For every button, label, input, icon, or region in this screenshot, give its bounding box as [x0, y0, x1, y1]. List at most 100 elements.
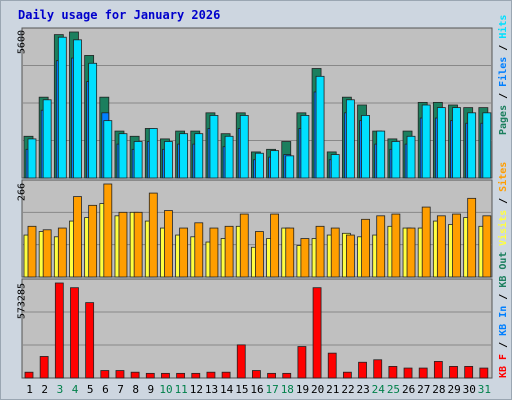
legend-kb-in: KB In	[498, 306, 509, 336]
bar-sites-14	[224, 225, 234, 278]
bar-kbf-31	[479, 367, 489, 379]
x-label-day-28: 28	[432, 383, 445, 396]
bar-sites-29	[452, 213, 461, 278]
legend-separator: /	[498, 288, 509, 306]
x-label-day-8: 8	[132, 383, 139, 396]
x-label-day-10: 10	[159, 383, 172, 396]
bar-hits-27	[421, 104, 431, 179]
bar-hits-12	[194, 133, 204, 179]
legend-kb-f: KB F	[498, 354, 509, 378]
legend-sites-panel: Visits / Sites	[497, 162, 509, 246]
bar-sites-22	[345, 234, 355, 278]
bar-sites-9	[148, 192, 158, 278]
bar-sites-7	[118, 211, 128, 278]
bar-hits-21	[330, 154, 340, 179]
bar-hits-26	[406, 135, 416, 179]
bar-kbf-13	[206, 371, 216, 379]
legend-kb-out: KB Out	[498, 252, 509, 288]
bar-sites-26	[406, 227, 416, 278]
bar-sites-4	[73, 196, 82, 278]
bar-sites-11	[179, 227, 189, 278]
x-label-day-20: 20	[311, 383, 324, 396]
legend-hits: Hits	[497, 15, 509, 39]
bar-kbf-27	[418, 367, 428, 379]
bar-kbf-17	[267, 372, 276, 379]
bar-hits-2	[42, 99, 52, 179]
bar-kbf-6	[100, 370, 110, 379]
bar-kbf-10	[161, 372, 170, 379]
bar-sites-20	[315, 225, 325, 278]
legend-separator: /	[498, 39, 509, 57]
bar-sites-28	[436, 215, 446, 278]
legend-sites: Sites	[497, 162, 509, 192]
bar-sites-17	[270, 213, 279, 278]
bar-hits-16	[255, 152, 264, 179]
bar-kbf-7	[115, 370, 125, 379]
x-label-day-13: 13	[205, 383, 218, 396]
bar-hits-15	[239, 115, 249, 179]
bar-hits-23	[361, 115, 370, 179]
x-label-day-27: 27	[417, 383, 430, 396]
bar-hits-11	[179, 133, 189, 179]
bar-sites-21	[330, 227, 340, 278]
x-label-day-30: 30	[463, 383, 476, 396]
bar-sites-12	[194, 222, 204, 278]
x-label-day-26: 26	[402, 383, 415, 396]
x-label-day-24: 24	[372, 383, 386, 396]
legend-visits: Visits	[497, 210, 509, 246]
x-label-day-2: 2	[41, 383, 48, 396]
x-label-day-14: 14	[220, 383, 234, 396]
bar-hits-20	[315, 75, 325, 179]
bar-sites-6	[103, 183, 113, 278]
bar-sites-15	[239, 213, 249, 278]
y-max-label-hits: 5600	[16, 30, 27, 54]
chart-bars	[23, 31, 492, 379]
bar-hits-29	[452, 107, 461, 179]
bar-kbf-15	[236, 344, 246, 379]
x-label-day-29: 29	[447, 383, 460, 396]
bar-sites-3	[57, 227, 67, 278]
bar-kbf-4	[70, 287, 79, 379]
legend-hits-panel: Pages / Files / Hits	[497, 15, 509, 135]
bar-kbf-21	[327, 352, 337, 379]
bar-hits-18	[285, 155, 295, 179]
x-label-day-4: 4	[72, 383, 79, 396]
x-label-day-23: 23	[357, 383, 370, 396]
bar-kbf-25	[388, 366, 398, 379]
bar-kbf-22	[342, 371, 352, 379]
bar-kbf-19	[297, 346, 307, 379]
chart-legends: Pages / Files / Hits Visits / Sites KB F /…	[497, 15, 509, 378]
legend-pages: Pages	[498, 105, 509, 135]
x-label-day-22: 22	[341, 383, 354, 396]
x-label-day-21: 21	[326, 383, 339, 396]
bar-kbf-8	[130, 371, 140, 379]
bar-sites-13	[209, 227, 219, 278]
bar-hits-4	[73, 39, 82, 179]
x-axis-labels: 1 2 3 4 5 6 7 8 9 10 11 12 13 14 15 16 17 18 19 20 21 22 23 24 2…	[26, 383, 491, 396]
legend-files: Files	[497, 57, 509, 87]
bar-sites-8	[133, 211, 143, 278]
bar-hits-28	[436, 107, 446, 179]
legend-kb-panel: KB F / KB In / KB Out	[498, 252, 509, 378]
bar-hits-25	[391, 141, 401, 179]
bar-kbf-26	[403, 367, 413, 379]
bar-kbf-29	[449, 366, 458, 379]
y-max-label-kb: 573285	[16, 283, 27, 319]
bar-kbf-20	[312, 287, 322, 379]
y-max-label-sites: 266	[16, 183, 27, 201]
bar-sites-1	[27, 225, 37, 278]
bar-hits-3	[57, 36, 67, 179]
x-label-day-7: 7	[117, 383, 124, 396]
x-label-day-11: 11	[175, 383, 188, 396]
bar-kbf-12	[191, 372, 201, 379]
bar-kbf-1	[24, 371, 34, 379]
bar-kbf-14	[221, 371, 231, 379]
bar-hits-9	[148, 128, 158, 179]
bar-kbf-5	[85, 302, 95, 379]
legend-separator: /	[498, 87, 509, 105]
bar-hits-31	[482, 112, 492, 179]
bar-sites-27	[421, 206, 431, 278]
x-label-day-25: 25	[387, 383, 400, 396]
bar-sites-31	[482, 215, 492, 278]
bar-kbf-16	[252, 370, 261, 379]
